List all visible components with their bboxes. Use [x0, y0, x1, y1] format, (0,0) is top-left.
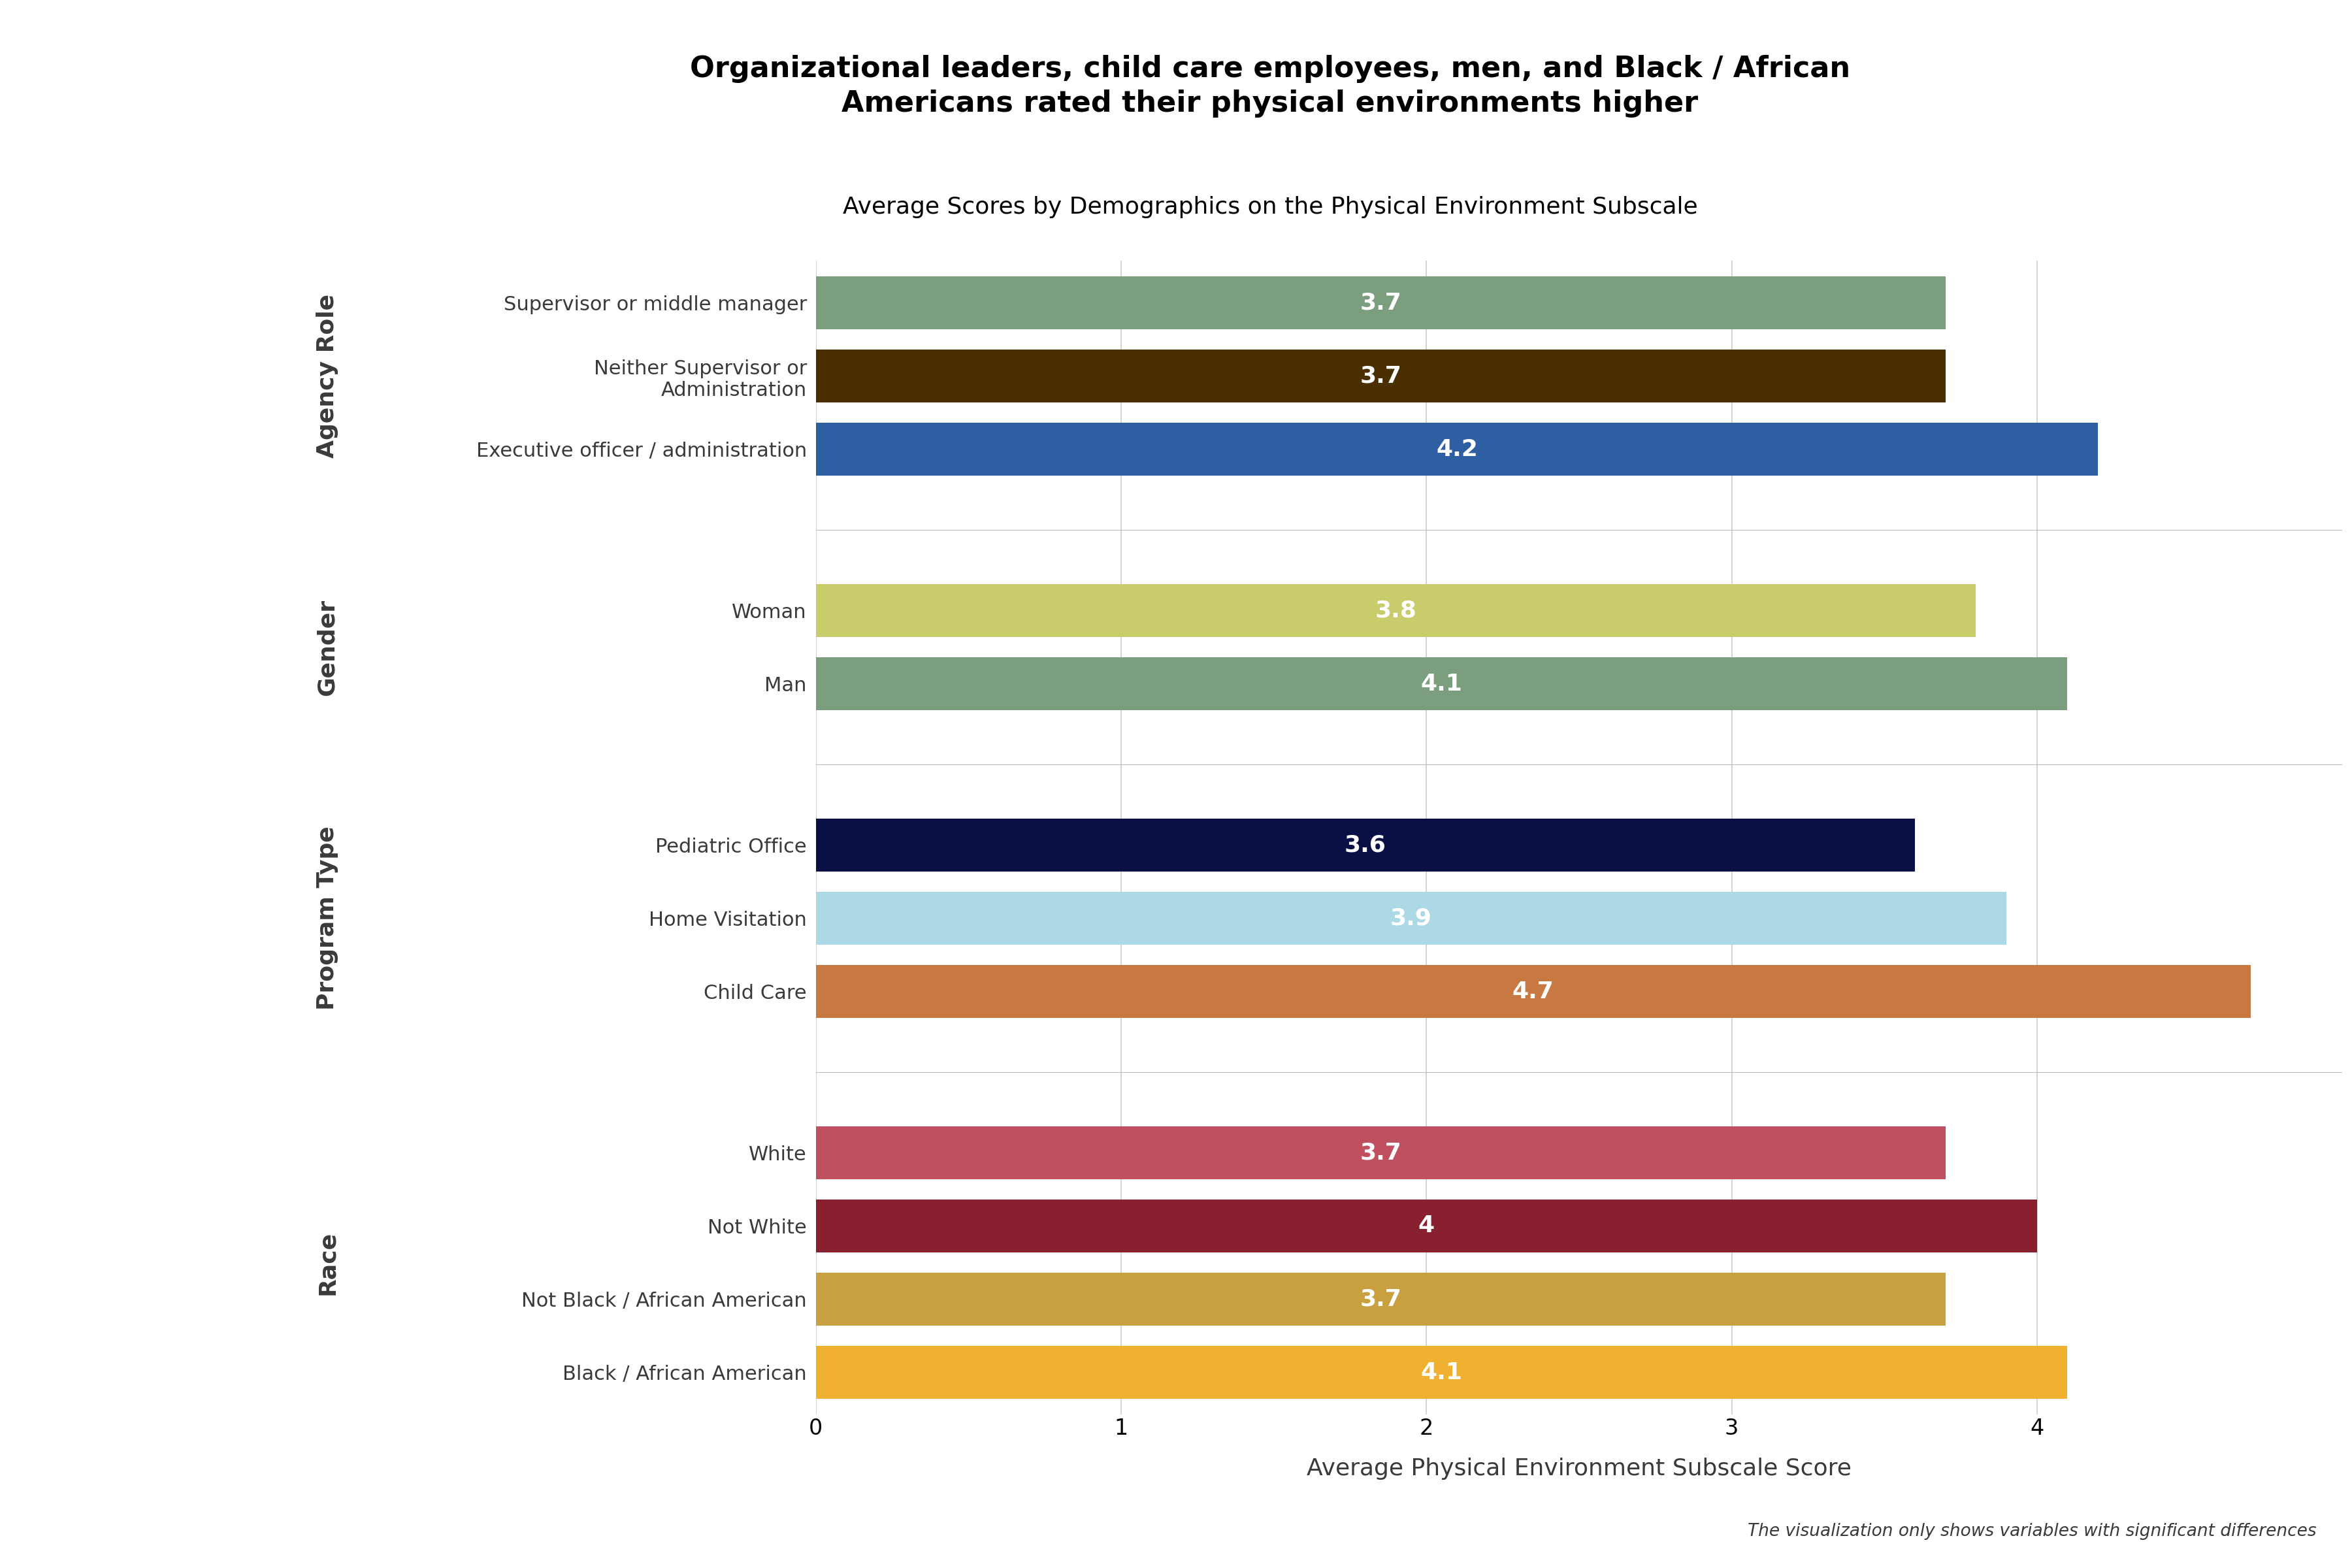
Text: 4.1: 4.1 [1421, 1361, 1463, 1383]
Text: 4: 4 [1418, 1215, 1435, 1237]
Text: 4.2: 4.2 [1437, 439, 1477, 461]
Text: 4.1: 4.1 [1421, 673, 1463, 695]
Bar [816, 818, 1915, 872]
Text: Agency Role: Agency Role [318, 295, 339, 458]
Text: Organizational leaders, child care employees, men, and Black / African
Americans: Organizational leaders, child care emplo… [689, 55, 1851, 118]
Text: 3.7: 3.7 [1359, 365, 1402, 387]
Bar [816, 657, 2067, 710]
Text: The visualization only shows variables with significant differences: The visualization only shows variables w… [1748, 1523, 2317, 1540]
X-axis label: Average Physical Environment Subscale Score: Average Physical Environment Subscale Sc… [1308, 1458, 1851, 1480]
Bar [816, 276, 1945, 329]
Text: 3.7: 3.7 [1359, 1289, 1402, 1311]
Bar [816, 1273, 1945, 1325]
Text: 3.8: 3.8 [1376, 599, 1416, 621]
Text: Race: Race [318, 1231, 339, 1295]
Text: 4.7: 4.7 [1512, 980, 1555, 1002]
Text: Program Type: Program Type [318, 826, 339, 1010]
Text: Gender: Gender [318, 599, 339, 696]
Text: 3.7: 3.7 [1359, 1142, 1402, 1163]
Text: 3.9: 3.9 [1390, 908, 1432, 930]
Bar [816, 423, 2098, 475]
Bar [816, 1200, 2037, 1253]
Text: 3.6: 3.6 [1345, 834, 1385, 856]
Bar [816, 1126, 1945, 1179]
Bar [816, 966, 2251, 1018]
Text: 3.7: 3.7 [1359, 292, 1402, 314]
Bar [816, 1347, 2067, 1399]
Bar [816, 585, 1976, 637]
Text: Average Scores by Demographics on the Physical Environment Subscale: Average Scores by Demographics on the Ph… [842, 196, 1698, 218]
Bar [816, 892, 2006, 944]
Bar [816, 350, 1945, 403]
